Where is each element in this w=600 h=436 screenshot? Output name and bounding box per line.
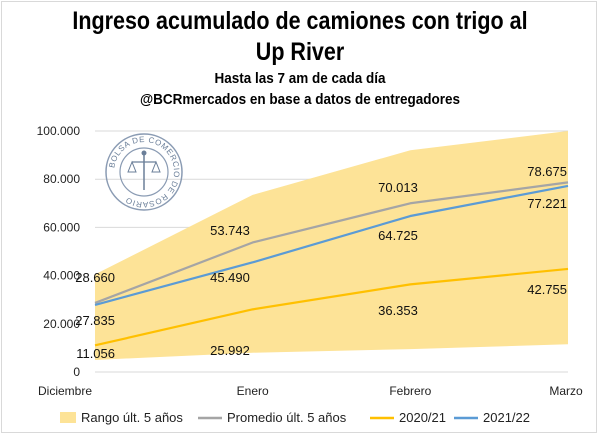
data-label-1-0: 11.056 — [76, 346, 115, 361]
chart-title-line2: Up River — [255, 38, 345, 66]
series-layer — [94, 181, 569, 347]
range-area — [95, 131, 568, 360]
chart-title: Ingreso acumulado de camiones con trigo … — [42, 6, 558, 68]
legend-swatch-range — [60, 412, 76, 423]
data-label-1-3: 42.755 — [527, 282, 567, 297]
x-tick-label-3: Marzo — [549, 384, 583, 398]
series-line-0 — [94, 181, 569, 304]
data-label-1-1: 25.992 — [210, 343, 250, 358]
data-label-0-1: 53.743 — [210, 223, 250, 238]
chart-title-line1: Ingreso acumulado de camiones con trigo … — [72, 7, 528, 35]
x-tick-label-1: Enero — [237, 384, 269, 398]
y-tick-label-5: 100.000 — [37, 124, 81, 138]
y-tick-label-4: 80.000 — [43, 172, 80, 186]
y-tick-label-3: 60.000 — [43, 220, 80, 234]
chart-subtitle-2: @BCRmercados en base a datos de entregad… — [139, 91, 461, 108]
bolsa-comercio-rosario-logo: BOLSA DE COMERCIO DE ROSARIO — [105, 133, 183, 211]
data-label-layer: 28.660 53.743 70.013 78.675 11.056 25.992 36.3… — [75, 164, 567, 361]
legend-label-1: 2020/21 — [399, 410, 446, 425]
range-layer — [95, 131, 568, 360]
series-line-2 — [94, 184, 569, 306]
legend-label-0: Promedio últ. 5 años — [227, 410, 347, 425]
data-label-2-1: 45.490 — [210, 270, 250, 285]
y-tick-label-1: 20.000 — [43, 317, 80, 331]
data-label-2-3: 77.221 — [527, 196, 567, 211]
data-label-1-2: 36.353 — [378, 303, 418, 318]
data-label-0-0: 28.660 — [75, 270, 115, 285]
y-tick-label-0: 0 — [73, 365, 80, 379]
legend-label-range: Rango últ. 5 años — [81, 410, 183, 425]
x-tick-label-2: Febrero — [389, 384, 431, 398]
axis-layer: 0 20.000 40.000 60.000 80.000 100.000 Diciembr… — [37, 124, 583, 398]
data-label-2-0: 27.835 — [75, 313, 115, 328]
x-tick-label-0: Diciembre — [38, 384, 92, 398]
legend: Rango últ. 5 años Promedio últ. 5 años 202… — [60, 410, 530, 425]
y-tick-label-2: 40.000 — [43, 269, 80, 283]
legend-label-2: 2021/22 — [483, 410, 530, 425]
data-label-0-2: 70.013 — [378, 180, 418, 195]
chart-subtitle-1: Hasta las 7 am de cada día — [214, 70, 386, 87]
series-line-1 — [94, 267, 569, 347]
data-label-2-2: 64.725 — [378, 228, 418, 243]
data-label-0-3: 78.675 — [527, 164, 567, 179]
